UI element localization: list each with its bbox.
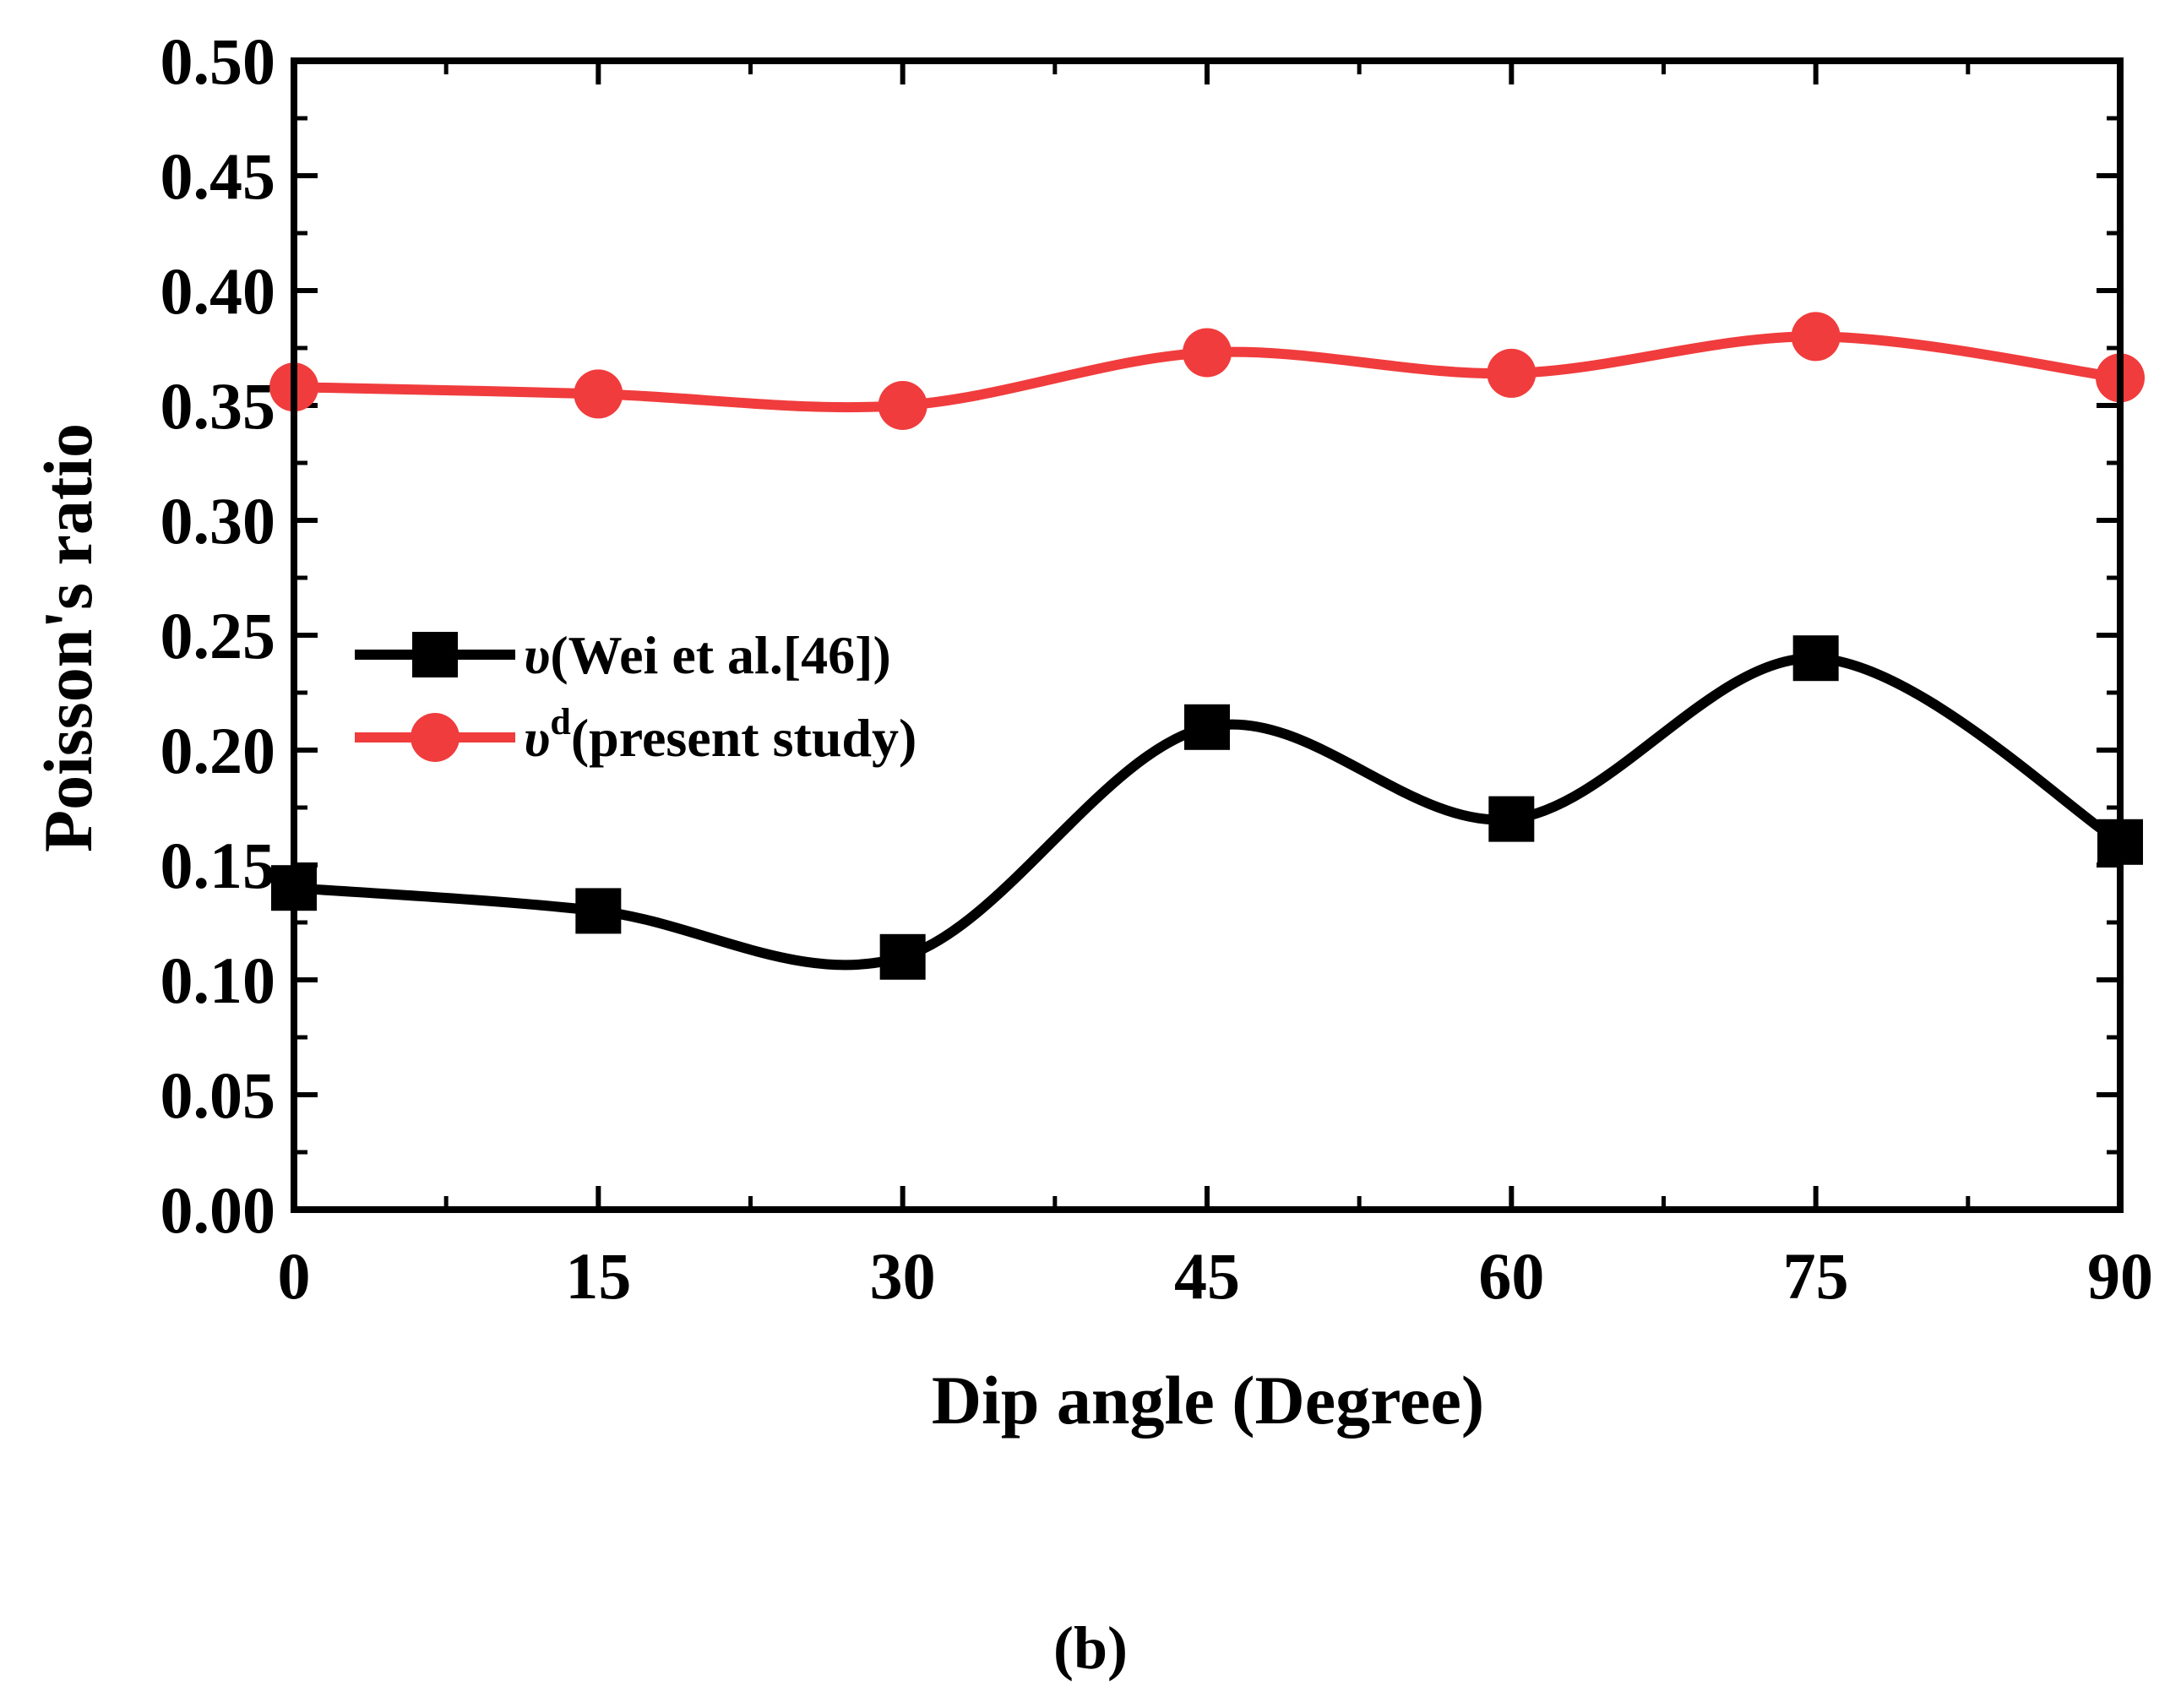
x-tick-label: 30 bbox=[870, 1239, 936, 1313]
x-tick-label: 45 bbox=[1174, 1239, 1240, 1313]
x-tick-label: 60 bbox=[1478, 1239, 1544, 1313]
data-point-present bbox=[1487, 348, 1536, 398]
y-tick-label: 0.00 bbox=[160, 1173, 276, 1247]
legend-label-present-sup: d bbox=[550, 701, 570, 742]
data-point-wei bbox=[1184, 704, 1230, 750]
x-tick-label: 90 bbox=[2087, 1239, 2153, 1313]
y-tick-label: 0.15 bbox=[160, 829, 276, 902]
data-point-present bbox=[1791, 312, 1841, 362]
series-layer bbox=[269, 312, 2145, 980]
legend-label-wei: υ(Wei et al.[46]) bbox=[524, 625, 891, 685]
y-tick-label: 0.05 bbox=[160, 1058, 276, 1132]
legend: υ(Wei et al.[46]) υd(present study) bbox=[355, 625, 916, 768]
legend-label-present: υd(present study) bbox=[524, 701, 916, 768]
legend-label-present-symbol: υ bbox=[524, 708, 550, 768]
data-point-wei bbox=[575, 888, 622, 934]
y-tick-labels: 0.00 0.05 0.10 0.15 0.20 0.25 0.30 0.35 0.40 0.45… bbox=[160, 24, 276, 1247]
legend-marker-present bbox=[411, 713, 460, 762]
x-tick-label: 75 bbox=[1783, 1239, 1849, 1313]
y-tick-label: 0.30 bbox=[160, 484, 276, 558]
data-point-wei bbox=[879, 933, 926, 980]
y-axis-title: Poisson's ratio bbox=[30, 423, 106, 852]
y-tick-label: 0.25 bbox=[160, 599, 276, 672]
plot-frame bbox=[291, 57, 2124, 1213]
y-tick-label: 0.50 bbox=[160, 24, 276, 98]
data-point-present bbox=[574, 369, 623, 419]
y-tick-label: 0.10 bbox=[160, 944, 276, 1017]
legend-marker-wei bbox=[412, 632, 458, 677]
data-point-present bbox=[878, 381, 927, 430]
data-point-present bbox=[1183, 328, 1232, 378]
data-point-wei bbox=[1488, 796, 1535, 842]
legend-entry-present: υd(present study) bbox=[355, 701, 916, 768]
legend-entry-wei: υ(Wei et al.[46]) bbox=[355, 625, 891, 685]
y-tick-label: 0.35 bbox=[160, 369, 276, 443]
legend-label-wei-symbol: υ bbox=[524, 625, 550, 685]
legend-label-present-text: (present study) bbox=[571, 708, 917, 768]
y-tick-label: 0.40 bbox=[160, 254, 276, 328]
data-point-wei bbox=[1792, 635, 1839, 682]
x-tick-label: 0 bbox=[278, 1239, 311, 1313]
y-tick-label: 0.20 bbox=[160, 714, 276, 787]
x-tick-label: 15 bbox=[565, 1239, 631, 1313]
legend-label-wei-text: (Wei et al.[46]) bbox=[550, 625, 890, 685]
y-tick-label: 0.45 bbox=[160, 139, 276, 213]
x-tick-labels: 0 15 30 45 60 75 90 bbox=[278, 1239, 2154, 1313]
panel-label: (b) bbox=[1053, 1614, 1128, 1682]
x-axis-title: Dip angle (Degree) bbox=[932, 1362, 1484, 1439]
